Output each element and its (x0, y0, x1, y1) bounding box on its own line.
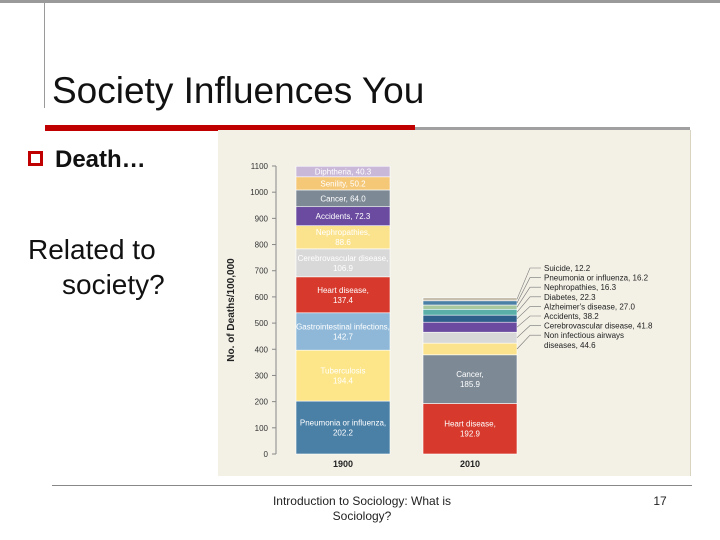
title-underline-gray (415, 127, 690, 130)
segment-value: 137.4 (333, 296, 354, 305)
y-tick-label: 100 (255, 424, 269, 433)
callout-line (516, 296, 541, 313)
top-rule (0, 0, 720, 3)
bar-segment-2010 (422, 342, 518, 356)
y-axis-label: No. of Deaths/100,000 (226, 258, 237, 362)
y-tick-label: 700 (255, 267, 269, 276)
slide-title: Society Influences You (52, 70, 425, 111)
callout-line (516, 277, 541, 304)
bar-segment-1900 (295, 248, 391, 278)
bar-segment-2010 (422, 297, 518, 302)
chart-panel: No. of Deaths/100,000 0 100 200 300 400 500 600… (218, 130, 691, 476)
bar-segment-2010 (422, 354, 518, 404)
callout-label: Accidents, 38.2 (544, 312, 599, 321)
y-tick-label: 1000 (250, 188, 268, 197)
bar-segment-1900 (295, 165, 391, 178)
y-tick-label: 0 (264, 450, 269, 459)
segment-label: Nephropathies, (316, 228, 370, 237)
square-bullet-icon (28, 151, 43, 166)
segment-value: 192.9 (460, 430, 481, 439)
callout-label: Diabetes, 22.3 (544, 293, 596, 302)
segment-label: Heart disease, (317, 286, 369, 295)
y-tick-label: 1100 (251, 162, 269, 171)
callout-label: Pneumonia or influenza, 16.2 (544, 274, 649, 283)
x-tick-label: 2010 (460, 459, 480, 469)
callout-label: Alzheimer's disease, 27.0 (544, 302, 635, 311)
left-rule (44, 0, 45, 108)
y-tick-label: 200 (255, 398, 269, 407)
bar-segment-2010 (422, 314, 518, 323)
callout-line (516, 267, 541, 300)
segment-label: Accidents, 72.3 (316, 212, 371, 221)
segment-label: Cancer, 64.0 (320, 194, 366, 203)
segment-label: Pneumonia or influenza, (300, 419, 386, 428)
body-text: Related to society? (28, 232, 165, 302)
segment-value: 88.6 (335, 238, 351, 247)
bullet-item: Death… (28, 146, 146, 174)
segment-label: Senility, 50.2 (320, 179, 366, 188)
footer-rule (52, 485, 692, 486)
callout-label: Nephropathies, 16.3 (544, 283, 617, 292)
bar-segment-2010 (422, 308, 518, 316)
bar-segment-2010 (422, 331, 518, 344)
callout-line (516, 325, 541, 338)
x-tick-label: 1900 (333, 459, 353, 469)
segment-label: Gastrointestinal infections, (296, 322, 390, 331)
body-line-2: society? (62, 269, 165, 300)
bar-segment-2010 (422, 300, 518, 306)
segment-value: 106.9 (333, 264, 354, 273)
callout-label: Suicide, 12.2 (544, 264, 591, 273)
segment-value: 194.4 (333, 377, 354, 386)
footer-line-1: Introduction to Sociology: What is (272, 494, 452, 508)
body-line-1: Related to (28, 234, 156, 265)
y-tick-label: 600 (255, 293, 269, 302)
y-tick-label: 800 (255, 241, 269, 250)
callout-line (516, 315, 541, 328)
segment-label: Heart disease, (444, 420, 496, 429)
title-underline-accent (45, 125, 415, 131)
page-number: 17 (653, 494, 667, 508)
segment-value: 202.2 (333, 429, 354, 438)
callout-line (516, 286, 541, 308)
segment-label: Cancer, (456, 370, 484, 379)
segment-label: Tuberculosis (320, 367, 365, 376)
callout-label: Non infectious airways (544, 331, 624, 340)
stacked-bar-chart: No. of Deaths/100,000 0 100 200 300 400 500 600… (226, 162, 653, 469)
bullet-text: Death… (55, 146, 146, 173)
y-tick-label: 400 (255, 345, 269, 354)
bar-segment-2010 (422, 403, 518, 455)
bar-segment-2010 (422, 304, 518, 310)
segment-label: Cerebrovascular disease, (298, 254, 389, 263)
footer-text: Introduction to Sociology: What is Socio… (252, 494, 472, 524)
y-tick-label: 900 (255, 214, 269, 223)
segment-value: 142.7 (333, 332, 354, 341)
segment-label: Diphtheria, 40.3 (315, 168, 372, 177)
callout-label: diseases, 44.6 (544, 341, 596, 350)
callout-line (516, 334, 541, 350)
callout-label: Cerebrovascular disease, 41.8 (544, 322, 653, 331)
callout-line (516, 306, 541, 319)
segment-value: 185.9 (460, 380, 481, 389)
y-tick-label: 300 (255, 371, 269, 380)
y-tick-label: 500 (255, 319, 269, 328)
footer-line-2: Sociology? (332, 509, 392, 523)
bar-segment-2010 (422, 321, 518, 333)
